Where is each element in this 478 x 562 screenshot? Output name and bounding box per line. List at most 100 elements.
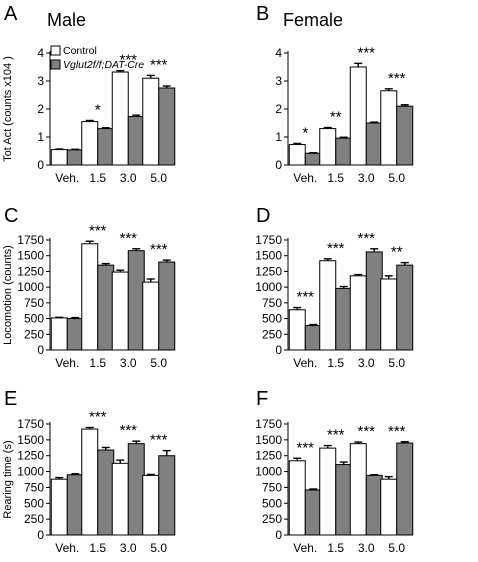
y-tick-label: 1750 (17, 417, 44, 431)
y-tick-label: 500 (262, 496, 282, 510)
bar-mutant (97, 264, 115, 351)
chart-panel-B: B Female 0 1 2 3 4 Veh. * 1.5 ** 3.0 *** 5.0 *** (256, 3, 414, 185)
x-tick-label: Veh. (293, 171, 317, 185)
bar-mutant (365, 251, 383, 351)
panels-layer: A Male 0 1 2 3 4 Tot Act (counts x104 ) Veh. 1.5 *… (2, 3, 414, 555)
y-tick-label: 250 (262, 512, 282, 526)
y-tick-label: 1 (37, 130, 44, 144)
x-tick-label: Veh. (293, 356, 317, 370)
bar-mutant (335, 137, 353, 166)
bar-mutant (396, 442, 414, 536)
y-tick-label: 1250 (17, 449, 44, 463)
y-tick-label: 1750 (255, 233, 282, 247)
significance-stars: *** (296, 289, 314, 306)
y-tick-label: 250 (24, 512, 44, 526)
y-tick-label: 750 (24, 480, 44, 494)
y-axis-label: Tot Act (counts x104 ) (2, 56, 14, 162)
bar-mutant (127, 443, 145, 536)
significance-stars: ** (330, 108, 342, 125)
y-tick-label: 750 (24, 296, 44, 310)
y-tick-label: 1250 (255, 264, 282, 278)
x-tick-label: 3.0 (120, 356, 137, 370)
bar-mutant (66, 318, 84, 351)
significance-stars: *** (357, 423, 375, 440)
chart-panel-D: D02505007501000125015001750Veh.***1.5***… (255, 205, 414, 370)
panel-letter-B: B (256, 3, 269, 25)
significance-stars: *** (150, 432, 168, 449)
x-tick-label: 5.0 (150, 356, 167, 370)
x-tick-label: Veh. (55, 171, 79, 185)
bar-control (111, 271, 129, 351)
bar-control (319, 128, 337, 166)
y-tick-label: 0 (275, 343, 282, 357)
legend-control-label: Control (63, 45, 97, 57)
y-tick-label: 1500 (17, 249, 44, 263)
bar-control (288, 309, 306, 351)
significance-stars: *** (89, 408, 107, 425)
panel-letter-A: A (4, 3, 18, 25)
x-tick-label: Veh. (55, 541, 79, 555)
y-tick-label: 2 (275, 102, 282, 116)
bar-mutant (304, 324, 322, 351)
panel-letter-D: D (256, 205, 270, 227)
x-tick-label: Veh. (55, 356, 79, 370)
y-tick-label: 3 (275, 74, 282, 88)
y-tick-label: 4 (37, 46, 44, 60)
bar-control (142, 474, 160, 536)
y-tick-label: 500 (24, 496, 44, 510)
y-tick-label: 250 (262, 327, 282, 341)
y-axis-label: Locomotion (counts) (2, 245, 14, 345)
y-tick-label: 1000 (17, 280, 44, 294)
bar-control (380, 478, 398, 536)
y-tick-label: 3 (37, 74, 44, 88)
panel-letter-E: E (4, 388, 17, 410)
y-tick-label: 750 (262, 480, 282, 494)
significance-stars: *** (119, 422, 137, 439)
bar-control (349, 443, 367, 536)
significance-stars: ** (391, 244, 403, 261)
bar-control (142, 281, 160, 351)
bar-control (288, 460, 306, 536)
bar-mutant (396, 105, 414, 166)
bar-mutant (304, 152, 322, 166)
y-tick-label: 1500 (255, 249, 282, 263)
y-tick-label: 1000 (255, 280, 282, 294)
x-tick-label: 5.0 (388, 356, 405, 370)
panel-title-B: Female (283, 10, 343, 30)
bar-control (349, 275, 367, 351)
panel-letter-C: C (4, 205, 18, 227)
bar-control (319, 447, 337, 536)
significance-stars: *** (150, 56, 168, 73)
y-tick-label: 0 (37, 528, 44, 542)
x-tick-label: 5.0 (150, 171, 167, 185)
panel-title-A: Male (47, 10, 86, 30)
significance-stars: *** (119, 230, 137, 247)
x-tick-label: 3.0 (358, 356, 375, 370)
significance-stars: *** (150, 241, 168, 258)
significance-stars: *** (357, 44, 375, 61)
bar-control (380, 90, 398, 166)
y-axis-label: Rearing time (s) (2, 440, 14, 518)
x-tick-label: 3.0 (358, 171, 375, 185)
bar-control (50, 478, 68, 536)
significance-stars: *** (327, 240, 345, 257)
y-tick-label: 500 (24, 312, 44, 326)
bar-control (81, 428, 99, 536)
significance-stars: * (95, 101, 101, 118)
bar-mutant (127, 250, 145, 351)
bar-control (380, 278, 398, 351)
bar-control (319, 260, 337, 351)
bar-control (111, 462, 129, 536)
bar-mutant (335, 287, 353, 351)
bar-mutant (158, 455, 176, 536)
y-tick-label: 0 (275, 158, 282, 172)
y-tick-label: 1000 (17, 465, 44, 479)
bar-control (50, 317, 68, 351)
significance-stars: *** (388, 423, 406, 440)
significance-stars: * (302, 124, 308, 141)
legend-mutant-label: Vglut2f/f;DAT-Cre (63, 59, 144, 71)
y-tick-label: 1500 (17, 433, 44, 447)
